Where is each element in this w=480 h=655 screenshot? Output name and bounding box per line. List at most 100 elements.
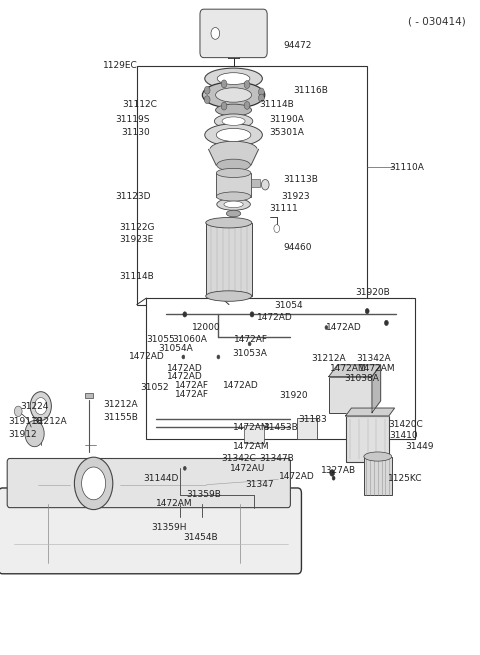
Text: 1472AD: 1472AD — [129, 352, 164, 362]
Bar — [137, 66, 367, 305]
Text: 31155B: 31155B — [103, 413, 138, 422]
Text: 31923E: 31923E — [119, 234, 153, 244]
Polygon shape — [346, 408, 395, 416]
Bar — [85, 393, 93, 398]
Text: 31410: 31410 — [390, 431, 419, 440]
Circle shape — [25, 421, 44, 447]
Text: 31342C: 31342C — [222, 454, 256, 463]
Text: 31454B: 31454B — [183, 533, 218, 542]
Circle shape — [325, 326, 328, 329]
Circle shape — [250, 312, 254, 317]
Text: 12000: 12000 — [192, 323, 221, 332]
Circle shape — [211, 28, 220, 39]
Circle shape — [248, 342, 251, 346]
Polygon shape — [209, 149, 259, 165]
Circle shape — [262, 179, 269, 190]
Text: 1472AM: 1472AM — [330, 364, 367, 373]
Ellipse shape — [217, 73, 250, 84]
Text: 31911B: 31911B — [9, 417, 44, 426]
Circle shape — [259, 94, 264, 102]
Circle shape — [274, 225, 280, 233]
Ellipse shape — [217, 198, 251, 210]
Ellipse shape — [222, 117, 245, 126]
Text: 1129EC: 1129EC — [103, 61, 138, 70]
Ellipse shape — [210, 141, 257, 157]
Text: 31060A: 31060A — [172, 335, 207, 344]
FancyBboxPatch shape — [7, 458, 290, 508]
Text: 31144D: 31144D — [143, 474, 179, 483]
Text: 31183: 31183 — [299, 415, 327, 424]
Text: 94472: 94472 — [283, 41, 312, 50]
Ellipse shape — [206, 217, 252, 228]
Text: 1472AD: 1472AD — [223, 381, 259, 390]
Bar — [244, 425, 264, 443]
FancyBboxPatch shape — [200, 9, 267, 58]
Circle shape — [332, 476, 335, 480]
Ellipse shape — [216, 128, 251, 141]
Text: 1125KC: 1125KC — [388, 474, 422, 483]
Text: 94460: 94460 — [283, 243, 312, 252]
Text: 31110A: 31110A — [389, 162, 424, 172]
Circle shape — [204, 86, 210, 94]
Ellipse shape — [364, 452, 392, 461]
Text: 1472AM: 1472AM — [233, 442, 269, 451]
Circle shape — [183, 312, 187, 317]
Text: 31347: 31347 — [245, 480, 274, 489]
Text: 1472AF: 1472AF — [234, 335, 268, 344]
Text: 31923: 31923 — [281, 192, 310, 201]
Ellipse shape — [216, 192, 251, 201]
Text: 31190A: 31190A — [269, 115, 304, 124]
Ellipse shape — [216, 88, 252, 102]
Circle shape — [244, 81, 250, 88]
Circle shape — [221, 102, 227, 110]
Text: 31114B: 31114B — [259, 100, 294, 109]
Text: 31038A: 31038A — [345, 374, 380, 383]
Polygon shape — [329, 365, 381, 377]
Text: 31053A: 31053A — [232, 349, 267, 358]
Text: 1472AD: 1472AD — [326, 323, 362, 332]
Circle shape — [384, 320, 388, 326]
Text: 31359H: 31359H — [151, 523, 187, 532]
Bar — [206, 223, 252, 296]
Text: 31212A: 31212A — [311, 354, 346, 364]
Text: 31116B: 31116B — [293, 86, 328, 95]
Text: 31052: 31052 — [140, 383, 169, 392]
Text: 31055: 31055 — [146, 335, 175, 344]
Text: 1472AM: 1472AM — [156, 498, 192, 508]
Text: 35301A: 35301A — [269, 128, 304, 137]
Text: 31342A: 31342A — [356, 354, 391, 364]
Text: 1472AF: 1472AF — [175, 381, 209, 390]
Circle shape — [330, 470, 335, 476]
Circle shape — [204, 96, 210, 103]
Text: ( - 030414): ( - 030414) — [408, 16, 466, 26]
Text: 31054: 31054 — [275, 301, 303, 310]
Text: 31920B: 31920B — [355, 288, 390, 297]
Circle shape — [183, 466, 186, 470]
Ellipse shape — [227, 210, 241, 217]
Text: 31212A: 31212A — [103, 400, 138, 409]
Ellipse shape — [224, 201, 243, 208]
Circle shape — [365, 309, 369, 314]
Text: 31212A: 31212A — [33, 417, 67, 426]
Text: 31130: 31130 — [121, 128, 150, 137]
Circle shape — [30, 392, 51, 421]
Bar — [329, 377, 372, 413]
Ellipse shape — [203, 82, 265, 108]
Text: 1472AD: 1472AD — [167, 364, 203, 373]
Ellipse shape — [205, 124, 263, 146]
Text: 1327AB: 1327AB — [321, 466, 356, 475]
Ellipse shape — [205, 68, 263, 89]
Text: 31420C: 31420C — [388, 420, 422, 429]
Text: 31453B: 31453B — [263, 422, 298, 432]
Text: 31119S: 31119S — [115, 115, 150, 124]
Ellipse shape — [206, 291, 252, 301]
Text: 31112C: 31112C — [122, 100, 157, 109]
Circle shape — [82, 467, 106, 500]
Text: 31122G: 31122G — [119, 223, 155, 233]
Circle shape — [35, 398, 47, 415]
Bar — [216, 173, 251, 196]
Bar — [297, 418, 317, 439]
Text: 31449: 31449 — [406, 442, 434, 451]
Text: 1472AF: 1472AF — [175, 390, 209, 399]
Circle shape — [244, 102, 250, 109]
